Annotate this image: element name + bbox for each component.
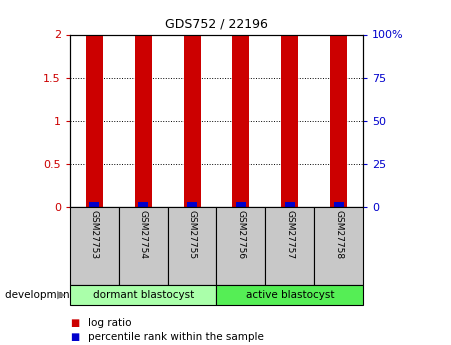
Bar — [334, 202, 344, 207]
Bar — [89, 202, 99, 207]
Text: log ratio: log ratio — [88, 318, 131, 327]
Bar — [281, 34, 298, 207]
Bar — [138, 202, 148, 207]
Bar — [135, 34, 152, 207]
Text: ▶: ▶ — [57, 290, 65, 300]
Text: GSM27758: GSM27758 — [334, 210, 343, 259]
Text: GSM27753: GSM27753 — [90, 210, 99, 259]
Title: GDS752 / 22196: GDS752 / 22196 — [165, 18, 268, 31]
Text: GSM27755: GSM27755 — [188, 210, 197, 259]
Text: GSM27754: GSM27754 — [139, 210, 147, 259]
Bar — [285, 202, 295, 207]
Bar — [232, 34, 249, 207]
Bar — [330, 34, 347, 207]
Text: percentile rank within the sample: percentile rank within the sample — [88, 333, 264, 342]
Text: GSM27756: GSM27756 — [236, 210, 245, 259]
Bar — [187, 202, 197, 207]
Bar — [86, 34, 103, 207]
Bar — [184, 34, 201, 207]
Text: active blastocyst: active blastocyst — [245, 290, 334, 300]
Text: development stage: development stage — [5, 290, 106, 300]
Text: GSM27757: GSM27757 — [285, 210, 294, 259]
Text: ■: ■ — [70, 333, 79, 342]
Text: dormant blastocyst: dormant blastocyst — [92, 290, 194, 300]
Bar — [236, 202, 246, 207]
Text: ■: ■ — [70, 318, 79, 327]
